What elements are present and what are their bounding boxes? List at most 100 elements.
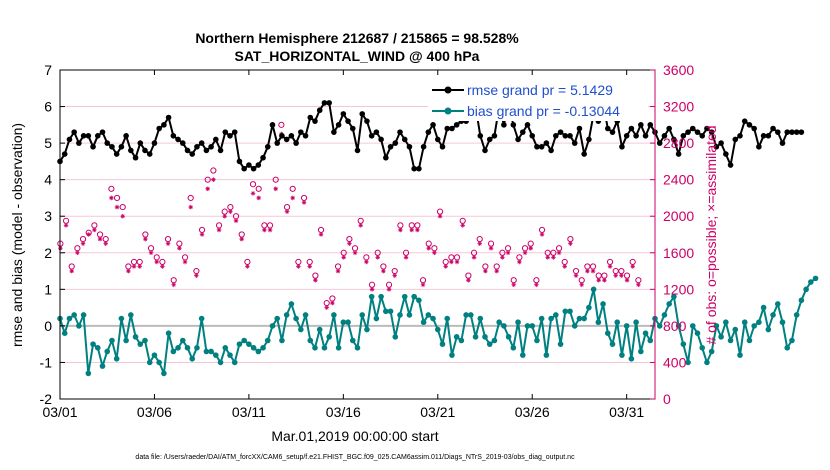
bias-point [689,323,696,329]
bias-point [66,315,73,322]
bias-point [411,293,417,300]
bias-point [633,319,639,326]
rmse-point [194,143,200,150]
obs-assimilated-point [216,227,222,233]
rmse-point [737,133,743,139]
rmse-point [269,122,276,128]
bias-point [713,323,720,329]
rmse-point [222,129,229,135]
bias-point [538,315,545,322]
obs-assimilated-point [505,250,511,256]
obs-assimilated-point [205,186,211,192]
obs-assimilated-point [137,264,143,269]
obs-assimilated-point [630,264,636,269]
bias-point [307,337,314,344]
obs-assimilated-point [313,277,318,283]
rmse-point [227,133,233,139]
x-tick-label: 03/16 [326,404,361,420]
bias-point [590,286,597,293]
rmse-point [123,133,129,139]
rmse-point [784,129,791,135]
obs-assimilated-point [607,264,613,269]
bias-point [165,330,172,337]
obs-possible-point [108,185,115,192]
rmse-point [132,154,139,161]
rmse-point [609,129,616,135]
bias-point [439,341,446,347]
y-right-tick-label: 400 [663,354,687,370]
rmse-point [746,122,753,128]
obs-assimilated-point [539,232,545,237]
rmse-point [491,133,498,139]
y-right-tick-label: 1600 [663,245,694,261]
obs-assimilated-point [273,186,279,192]
rmse-point [378,136,384,143]
rmse-point [486,136,493,143]
bias-point [213,352,219,358]
legend-bias-label: bias grand pr = -0.13044 [467,103,620,119]
bias-point [420,319,427,326]
rmse-point [326,100,332,106]
rmse-point [156,125,162,132]
bias-point [208,348,214,355]
rmse-point [151,140,158,146]
bias-point [444,315,451,322]
rmse-point [373,129,380,135]
obs-assimilated-point [551,255,556,260]
obs-assimilated-point [590,268,596,274]
bias-point [76,323,82,329]
obs-assimilated-point [177,245,182,251]
obs-assimilated-point [534,282,539,288]
bias-point [179,337,186,344]
obs-assimilated-point [188,204,194,210]
bias-point [491,337,498,344]
obs-possible-point [113,194,121,202]
rmse-point [694,129,701,135]
y-tick-label: 7 [44,62,52,78]
x-axis-label: Mar.01,2019 00:00:00 start [271,428,438,444]
bias-point [217,359,224,366]
bias-point [671,293,677,300]
bias-point [619,352,625,358]
obs-assimilated-point [517,259,522,265]
obs-assimilated-point [126,268,131,274]
obs-assimilated-point [171,282,177,288]
obs-assimilated-point [97,236,103,242]
rmse-point [288,133,295,139]
bias-point [359,312,366,318]
bias-point [623,323,630,329]
obs-assimilated-point [284,209,290,214]
y-axis-label: rmse and bias (model - observation) [9,123,25,347]
y-tick-label: 5 [44,135,52,151]
rmse-point [416,165,422,172]
obs-assimilated-point [364,259,369,265]
rmse-point [704,125,710,132]
rmse-point [392,140,399,146]
bias-point [595,319,602,326]
bias-point [515,319,521,326]
obs-assimilated-point [624,277,630,283]
rmse-point [571,140,578,146]
rmse-point [713,143,720,150]
rmse-point [161,122,167,128]
obs-possible-point [255,185,262,192]
obs-assimilated-point [454,259,460,265]
obs-assimilated-point [556,250,562,256]
rmse-point [519,129,526,135]
rmse-point [90,143,96,150]
bias-point [312,345,318,351]
rmse-point [359,111,366,117]
bias-point [293,315,299,322]
obs-assimilated-point [545,255,551,260]
bias-point [142,337,148,344]
bias-point [264,337,271,344]
rmse-point [774,129,781,135]
y-tick-label: 4 [44,172,52,188]
obs-assimilated-point [375,255,381,260]
rmse-point [727,162,734,168]
bias-point [378,293,384,300]
bias-point [661,312,668,318]
bias-point [90,341,96,347]
rmse-point [401,136,408,143]
bias-point [335,345,342,351]
